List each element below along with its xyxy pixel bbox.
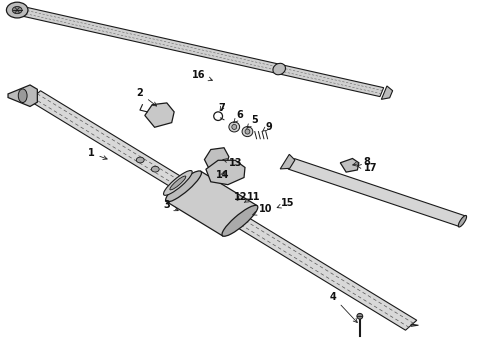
Text: 2: 2 xyxy=(137,88,157,106)
Text: 13: 13 xyxy=(223,158,242,168)
Ellipse shape xyxy=(458,215,466,227)
Polygon shape xyxy=(14,5,384,96)
Ellipse shape xyxy=(229,122,240,132)
Ellipse shape xyxy=(164,171,192,195)
Text: 9: 9 xyxy=(262,122,272,132)
Polygon shape xyxy=(288,159,466,226)
Text: 3: 3 xyxy=(164,200,178,211)
Text: 4: 4 xyxy=(330,292,357,323)
Polygon shape xyxy=(167,171,257,236)
Polygon shape xyxy=(411,324,418,326)
Text: 16: 16 xyxy=(192,70,212,81)
Text: 10: 10 xyxy=(253,204,273,215)
Polygon shape xyxy=(280,154,295,169)
Text: 11: 11 xyxy=(244,192,261,202)
Ellipse shape xyxy=(222,205,258,236)
Polygon shape xyxy=(204,148,229,169)
Circle shape xyxy=(136,157,144,163)
Ellipse shape xyxy=(232,125,237,130)
Ellipse shape xyxy=(18,89,27,103)
Ellipse shape xyxy=(166,171,201,202)
Polygon shape xyxy=(381,86,392,99)
Polygon shape xyxy=(8,85,37,107)
Text: 17: 17 xyxy=(357,163,378,173)
Polygon shape xyxy=(145,103,174,127)
Ellipse shape xyxy=(273,63,286,75)
Ellipse shape xyxy=(170,176,186,190)
Text: 6: 6 xyxy=(234,111,244,123)
Text: 12: 12 xyxy=(234,192,248,202)
Circle shape xyxy=(12,6,22,14)
Polygon shape xyxy=(206,160,245,185)
Text: 1: 1 xyxy=(88,148,107,159)
Circle shape xyxy=(6,2,28,18)
Polygon shape xyxy=(29,91,417,330)
Text: 7: 7 xyxy=(219,103,225,113)
Text: 14: 14 xyxy=(216,170,230,180)
Text: 8: 8 xyxy=(353,157,370,167)
Polygon shape xyxy=(340,158,359,172)
Ellipse shape xyxy=(242,127,253,136)
Circle shape xyxy=(151,166,159,172)
Ellipse shape xyxy=(245,129,250,134)
Text: 15: 15 xyxy=(277,198,295,208)
Text: 5: 5 xyxy=(246,115,258,129)
Ellipse shape xyxy=(357,314,363,319)
